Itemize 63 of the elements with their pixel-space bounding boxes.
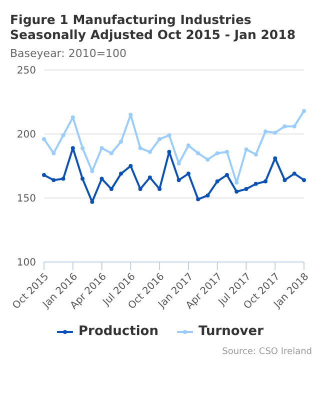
chart-subtitle: Baseyear: 2010=100: [9, 46, 128, 60]
point: [167, 133, 172, 138]
legend-label: Production: [78, 324, 158, 339]
point: [234, 180, 239, 185]
legend-label: Turnover: [198, 324, 264, 339]
point: [90, 200, 94, 204]
point: [302, 178, 306, 182]
point: [70, 146, 75, 150]
point: [254, 152, 258, 156]
point: [302, 108, 306, 113]
y-tick-label: 150: [16, 194, 36, 205]
point: [186, 172, 190, 176]
y-tick-label: 200: [16, 130, 36, 141]
point: [42, 137, 46, 142]
point: [206, 158, 210, 162]
point: [61, 176, 66, 181]
point: [119, 140, 124, 144]
y-tick-label: 250: [16, 66, 36, 77]
point: [128, 164, 133, 168]
point: [273, 156, 278, 160]
point: [282, 178, 287, 182]
point: [109, 187, 114, 192]
point: [224, 172, 229, 177]
point: [196, 151, 200, 156]
point: [196, 197, 200, 202]
point: [80, 146, 85, 150]
point: [292, 172, 296, 176]
point: [138, 146, 142, 150]
point: [224, 150, 229, 154]
point: [254, 182, 258, 186]
point: [100, 176, 104, 181]
chart-title: Figure 1 Manufacturing Industries Seasonally Adjusted Oct 2015 - Jan 2018: [9, 11, 297, 42]
point: [109, 151, 114, 156]
point: [263, 129, 268, 134]
point: [42, 172, 46, 177]
point: [80, 176, 85, 181]
point: [215, 179, 220, 184]
source-note: Source: CSO Ireland: [221, 347, 312, 357]
point: [206, 193, 210, 198]
point: [70, 115, 75, 120]
point: [158, 137, 162, 142]
point: [100, 146, 104, 150]
point: [138, 187, 142, 192]
point: [148, 176, 152, 180]
point: [273, 130, 278, 135]
point: [119, 172, 124, 176]
point: [158, 187, 162, 192]
point: [282, 124, 287, 128]
point: [186, 144, 190, 148]
point: [167, 150, 172, 154]
point: [90, 169, 94, 174]
point: [215, 151, 220, 156]
point: [61, 133, 66, 138]
point: [292, 124, 296, 128]
point: [128, 112, 133, 117]
point: [244, 147, 248, 152]
point: [244, 187, 248, 192]
point: [176, 178, 181, 182]
point: [52, 178, 56, 182]
y-tick-label: 100: [16, 258, 36, 269]
point: [234, 190, 239, 194]
point: [263, 179, 268, 184]
point: [148, 150, 152, 154]
